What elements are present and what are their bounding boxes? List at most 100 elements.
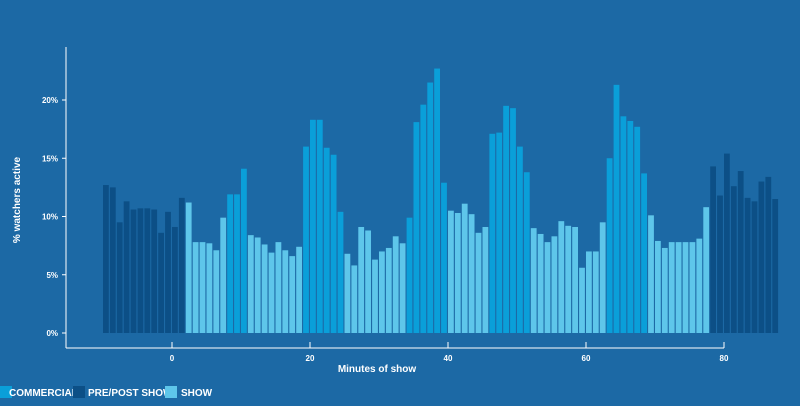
bar-show [689,242,696,333]
bar-commercial [634,126,641,333]
bar-show [558,221,565,333]
bar-show [192,242,199,333]
bar-prepost [710,166,716,333]
x-ticks: 0 20 40 60 80 [170,342,729,363]
bar-show [530,228,537,333]
bar-prepost [158,232,164,333]
bar-show [586,251,592,333]
axes [65,47,724,349]
bar-show [448,210,454,333]
x-tick-label: 60 [582,354,591,363]
bar-prepost [730,186,737,333]
bar-show [199,242,206,333]
bar-show [351,265,358,333]
bar-commercial [510,108,516,334]
bar-show [185,202,192,333]
legend-swatch-commercial [0,386,12,398]
bar-commercial [420,104,427,333]
bar-commercial [323,147,330,333]
bar-show [655,240,661,333]
bar-prepost [172,226,178,333]
bar-commercial [427,82,434,333]
y-axis-label: % watchers active [12,156,23,243]
bar-show [213,250,220,333]
bar-show [296,246,302,333]
bar-show [261,244,268,333]
bar-show [668,242,675,333]
bar-show [220,217,227,333]
bar-commercial [503,105,509,333]
bar-prepost [137,208,144,333]
legend-swatch-prepost [73,386,85,398]
bar-show [599,222,606,333]
bar-commercial [413,122,420,333]
bar-commercial [434,68,440,334]
bar-commercial [241,168,247,333]
bar-prepost [744,197,751,333]
legend-label-show: SHOW [181,388,213,399]
bar-show [268,252,275,333]
x-tick-label: 20 [306,354,315,363]
bar-commercial [620,116,627,333]
bar-prepost [165,211,171,333]
bar-show [358,226,365,333]
bar-prepost [717,195,723,333]
bar-show [344,253,351,333]
bar-prepost [178,197,185,333]
bar-commercial [303,146,309,333]
bar-prepost [130,209,137,333]
legend-label-commercial: COMMERCIAL [9,388,78,399]
y-tick-label: 5% [46,271,58,280]
legend: COMMERCIAL PRE/POST SHOW SHOW [0,386,213,399]
bar-prepost [737,171,744,333]
bar-commercial [496,132,503,333]
bar-show [289,256,296,333]
bar-show [454,213,461,333]
x-axis-label: Minutes of show [338,364,417,375]
y-tick-label: 20% [42,96,58,105]
bar-show [482,226,489,333]
bar-show [592,251,599,333]
bar-commercial [441,182,447,333]
bars [103,68,779,334]
bar-commercial [613,84,620,333]
bar-prepost [144,208,151,333]
bar-prepost [103,185,109,333]
y-tick-label: 15% [42,154,58,163]
bar-show [372,259,378,333]
bar-commercial [227,194,233,333]
x-tick-label: 0 [170,354,175,363]
bar-prepost [724,153,730,333]
bar-commercial [523,172,530,333]
bar-commercial [641,173,647,333]
bar-commercial [310,119,316,333]
bar-show [703,207,710,333]
bar-prepost [772,199,779,333]
bar-show [551,236,558,333]
bar-prepost [751,201,758,333]
bar-show [579,267,585,333]
bar-show [544,242,551,333]
bar-prepost [116,222,123,333]
y-tick-label: 10% [42,213,58,222]
bar-show [696,238,703,333]
bar-commercial [606,158,613,333]
bar-show [247,235,254,333]
bar-commercial [489,133,496,333]
bar-prepost [765,176,772,333]
bar-commercial [330,154,337,333]
bar-commercial [234,194,240,333]
bar-show [537,233,544,333]
bar-show [392,236,399,333]
bar-show [365,230,371,333]
legend-label-prepost: PRE/POST SHOW [88,388,173,399]
bar-show [461,203,468,333]
x-tick-label: 80 [720,354,729,363]
bar-commercial [337,211,344,333]
bar-show [206,243,213,333]
legend-swatch-show [165,386,177,398]
bar-show [475,232,482,333]
bar-show [399,243,406,333]
